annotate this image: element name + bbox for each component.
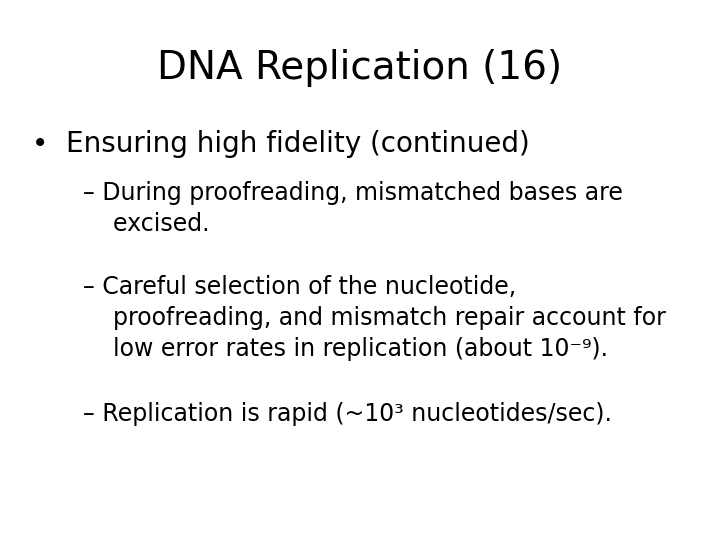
- Text: DNA Replication (16): DNA Replication (16): [158, 49, 562, 86]
- Text: •  Ensuring high fidelity (continued): • Ensuring high fidelity (continued): [32, 130, 530, 158]
- Text: – Careful selection of the nucleotide,
    proofreading, and mismatch repair acc: – Careful selection of the nucleotide, p…: [83, 275, 666, 361]
- Text: – During proofreading, mismatched bases are
    excised.: – During proofreading, mismatched bases …: [83, 181, 623, 235]
- Text: – Replication is rapid (~10³ nucleotides/sec).: – Replication is rapid (~10³ nucleotides…: [83, 402, 612, 426]
